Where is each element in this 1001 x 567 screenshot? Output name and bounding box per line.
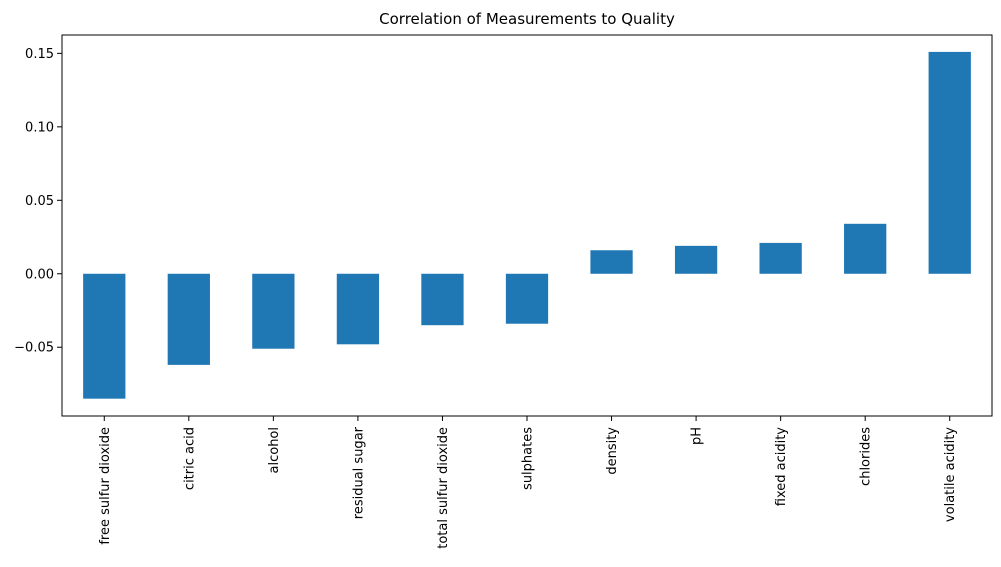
x-tick-label: alcohol: [267, 427, 282, 473]
x-axis: free sulfur dioxide citric acid alcohol res…: [98, 416, 958, 549]
bars-group: [83, 51, 971, 399]
y-tick-label: 0.00: [25, 267, 54, 282]
x-tick-label: density: [605, 427, 620, 475]
x-tick-label: citric acid: [182, 427, 197, 490]
x-tick-label: fixed acidity: [774, 427, 789, 507]
y-tick-label: 0.15: [25, 47, 54, 62]
bar-free-sulfur-dioxide: [83, 273, 126, 399]
bar-total-sulfur-dioxide: [421, 273, 464, 326]
chart-title: Correlation of Measurements to Quality: [379, 10, 675, 28]
x-tick-label: free sulfur dioxide: [98, 427, 113, 545]
bar-residual-sugar: [336, 273, 380, 345]
bar-density: [590, 250, 633, 274]
x-tick-label: chlorides: [859, 427, 874, 486]
x-tick-label: sulphates: [521, 427, 536, 490]
y-axis: −0.05 0.00 0.05 0.10 0.15: [14, 47, 62, 356]
bar-citric-acid: [167, 273, 210, 365]
y-tick-label: −0.05: [14, 341, 54, 356]
x-tick-label: volatile acidity: [943, 427, 958, 522]
bar-sulphates: [505, 273, 549, 324]
bar-volatile-acidity: [928, 51, 971, 274]
x-tick-label: total sulfur dioxide: [436, 427, 451, 549]
y-tick-label: 0.10: [25, 120, 54, 135]
y-tick-label: 0.05: [25, 194, 54, 209]
bar-alcohol: [252, 273, 295, 349]
x-tick-label: residual sugar: [351, 426, 366, 519]
bar-fixed-acidity: [759, 242, 802, 274]
bar-ph: [674, 245, 718, 274]
plot-frame: [61, 34, 993, 417]
bar-chlorides: [844, 223, 887, 274]
x-tick-label: pH: [690, 427, 705, 445]
